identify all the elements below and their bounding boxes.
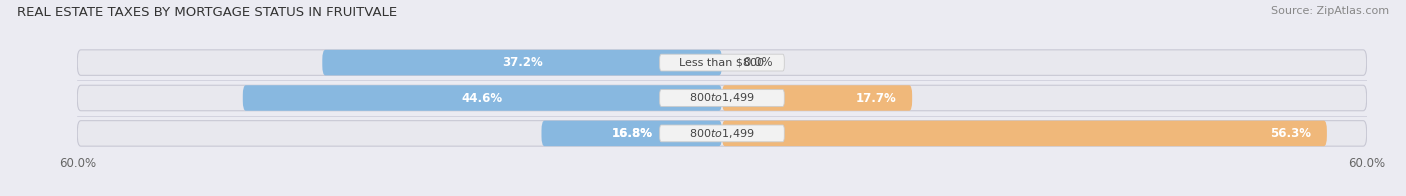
- FancyBboxPatch shape: [723, 121, 1327, 146]
- Text: REAL ESTATE TAXES BY MORTGAGE STATUS IN FRUITVALE: REAL ESTATE TAXES BY MORTGAGE STATUS IN …: [17, 6, 396, 19]
- Text: 16.8%: 16.8%: [612, 127, 652, 140]
- FancyBboxPatch shape: [77, 121, 1367, 146]
- FancyBboxPatch shape: [659, 90, 785, 106]
- FancyBboxPatch shape: [541, 121, 723, 146]
- Text: 44.6%: 44.6%: [461, 92, 503, 104]
- Text: Less than $800: Less than $800: [679, 58, 765, 68]
- FancyBboxPatch shape: [723, 85, 912, 111]
- FancyBboxPatch shape: [77, 50, 1367, 75]
- Text: Source: ZipAtlas.com: Source: ZipAtlas.com: [1271, 6, 1389, 16]
- Text: 16.8%: 16.8%: [612, 127, 652, 140]
- FancyBboxPatch shape: [322, 50, 723, 75]
- Text: 0.0%: 0.0%: [744, 56, 773, 69]
- FancyBboxPatch shape: [659, 125, 785, 142]
- Text: $800 to $1,499: $800 to $1,499: [689, 92, 755, 104]
- FancyBboxPatch shape: [243, 85, 723, 111]
- FancyBboxPatch shape: [77, 85, 1367, 111]
- Text: 37.2%: 37.2%: [502, 56, 543, 69]
- Text: 56.3%: 56.3%: [1270, 127, 1310, 140]
- Legend: Without Mortgage, With Mortgage: Without Mortgage, With Mortgage: [599, 193, 845, 196]
- Text: 17.7%: 17.7%: [855, 92, 896, 104]
- Text: $800 to $1,499: $800 to $1,499: [689, 127, 755, 140]
- FancyBboxPatch shape: [659, 54, 785, 71]
